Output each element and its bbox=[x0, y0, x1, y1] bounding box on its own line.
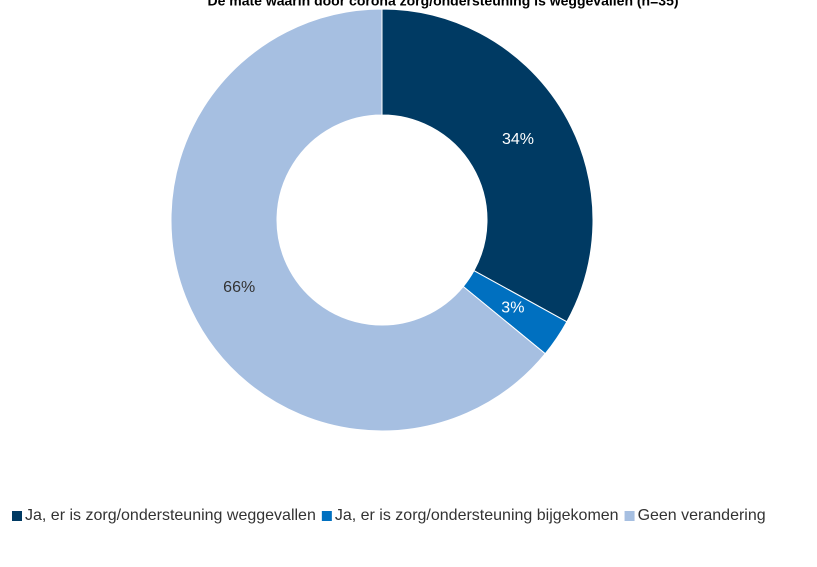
legend-swatch bbox=[624, 511, 635, 521]
legend-label: Geen verandering bbox=[638, 507, 766, 524]
legend-swatch bbox=[321, 511, 332, 521]
legend-swatch bbox=[12, 511, 22, 521]
chart-title: De mate waarin door corona zorg/onderste… bbox=[207, 0, 678, 9]
legend-label: Ja, er is zorg/ondersteuning bijgekomen bbox=[335, 507, 619, 524]
data-label: 34% bbox=[502, 131, 534, 148]
data-label: 3% bbox=[501, 300, 524, 317]
legend-label: Ja, er is zorg/ondersteuning weggevallen bbox=[25, 507, 316, 524]
donut-slice bbox=[381, 8, 594, 323]
data-label: 66% bbox=[223, 279, 255, 296]
donut-slice bbox=[170, 8, 546, 432]
